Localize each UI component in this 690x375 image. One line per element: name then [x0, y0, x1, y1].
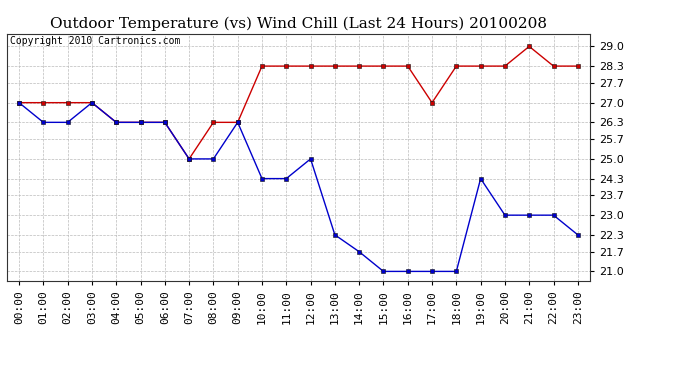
- Title: Outdoor Temperature (vs) Wind Chill (Last 24 Hours) 20100208: Outdoor Temperature (vs) Wind Chill (Las…: [50, 17, 547, 31]
- Text: Copyright 2010 Cartronics.com: Copyright 2010 Cartronics.com: [10, 36, 180, 46]
